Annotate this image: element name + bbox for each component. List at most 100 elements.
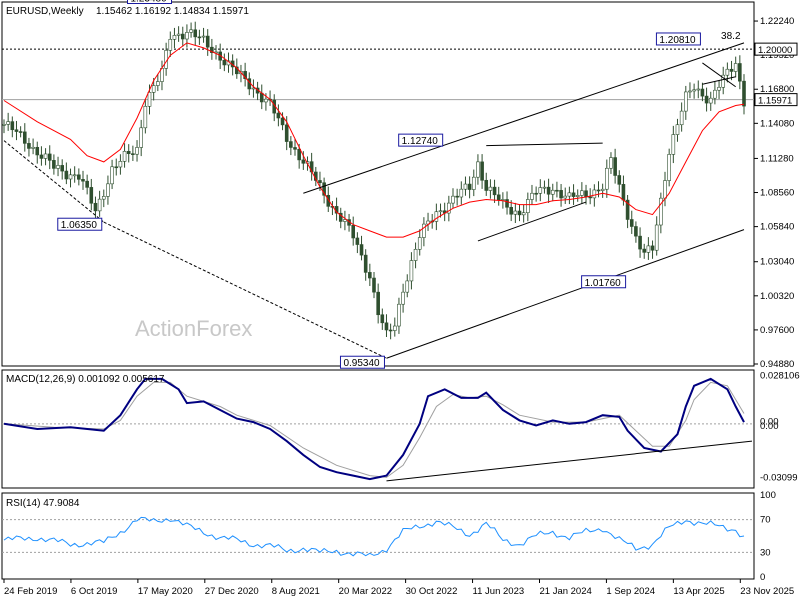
candle-body [180,33,185,40]
candle-body [205,35,210,48]
candle-body [455,195,459,198]
candle-body [584,190,588,198]
x-axis-tick-label: 20 Mar 2022 [339,586,392,597]
candle-body [550,189,555,195]
x-axis-tick-label: 21 Jan 2024 [539,586,591,597]
symbol-label: EURUSD,Weekly [6,6,84,17]
candle-body [488,186,493,191]
candle-body [43,153,48,159]
price-y-tick-label: 1.19520 [760,50,794,61]
macd-trend-line [386,440,753,482]
ohlc-label: 1.15462 1.16192 1.14834 1.15971 [96,6,249,17]
candle-body [517,210,522,216]
candle-body [326,194,331,207]
candle-body [189,29,193,33]
candle-body [397,303,401,327]
candle-body [27,143,31,149]
candle-body [646,245,651,253]
candle-body [671,134,676,155]
candle-body [675,124,680,135]
candle-body [276,112,281,119]
price-y-tick-label: 1.11280 [760,153,794,164]
candle-body [596,189,601,192]
price-y-tick-label: 1.03040 [760,257,794,268]
candle-body [480,161,484,181]
candle-body [72,174,77,177]
candle-body [114,166,119,169]
candle-body [193,29,198,38]
macd-layer [2,377,754,482]
candle-body [729,68,734,72]
candle-body [56,165,60,169]
candle-body [118,161,123,168]
candle-body [18,131,23,133]
candle-body [343,219,347,222]
candle-body [168,39,173,51]
price-y-tick-label: 0.97600 [760,325,794,336]
trend-line [386,229,745,359]
trend-line [486,142,603,147]
candle-body [64,170,69,180]
macd-y-tick-label: 0.00 [760,421,779,432]
candle-body [588,196,592,199]
candle-body [264,98,268,103]
price-y-tick-label: 1.05840 [760,222,794,233]
candle-body [47,153,52,161]
candle-body [555,189,559,192]
candle-body [251,87,256,90]
price-callout-box [57,217,103,231]
candle-body [567,192,572,197]
candle-body [176,33,181,36]
candle-body [143,105,148,129]
price-y-tick-label: 1.22240 [760,16,794,27]
x-axis-tick-label: 30 Oct 2022 [406,586,458,597]
price-y-tick-label: 1.16800 [760,84,794,95]
level-tag [754,42,798,56]
candle-body [704,95,709,104]
price-callout-label: 1.06350 [61,220,98,231]
candle-body [563,195,568,199]
x-axis-tick-label: 13 Apr 2025 [673,586,724,597]
rsi-y-tick-label: 70 [760,515,771,526]
candle-body [280,117,285,126]
candle-body [6,121,10,125]
candle-body [546,186,551,195]
candle-body [463,183,468,190]
candle-body [663,180,667,199]
candle-body [201,35,206,38]
rsi-y-tick-label: 100 [760,490,776,501]
candle-body [559,190,563,199]
candle-body [131,153,135,155]
candle-body [471,176,476,190]
price-layer: 1.23480 1.06350 0.95340 1.12740 1.01760 1.208… [2,0,754,369]
candle-body [388,329,393,332]
level-tag-label: 1.20000 [758,45,792,56]
candle-body [509,206,513,215]
candle-body [713,89,717,99]
trend-line [3,140,105,223]
candle-body [147,92,152,107]
candle-body [39,154,44,159]
candle-body [363,254,368,273]
candle-body [185,32,189,40]
current-price-tag [754,93,798,107]
x-axis-tick-label: 11 Jun 2023 [473,586,525,597]
candle-body [122,151,127,162]
x-axis-tick-label: 23 Nov 2025 [740,586,794,597]
candle-body [413,248,418,261]
rsi-panel-frame [1,492,755,580]
candle-body [322,182,326,196]
candle-body [742,80,746,107]
candle-body [97,198,102,212]
rsi-layer [2,516,754,557]
candle-body [417,237,422,250]
candle-body [609,157,613,169]
candle-body [106,183,110,197]
candle-body [422,223,426,238]
price-y-tick-label: 0.94880 [760,359,794,370]
axis-layer: 1.22240 1.19520 1.16800 1.14080 1.11280 1.085… [3,16,800,597]
candle-body [571,192,576,197]
candle-body [721,74,726,88]
price-y-tick-label: 1.00320 [760,291,794,302]
